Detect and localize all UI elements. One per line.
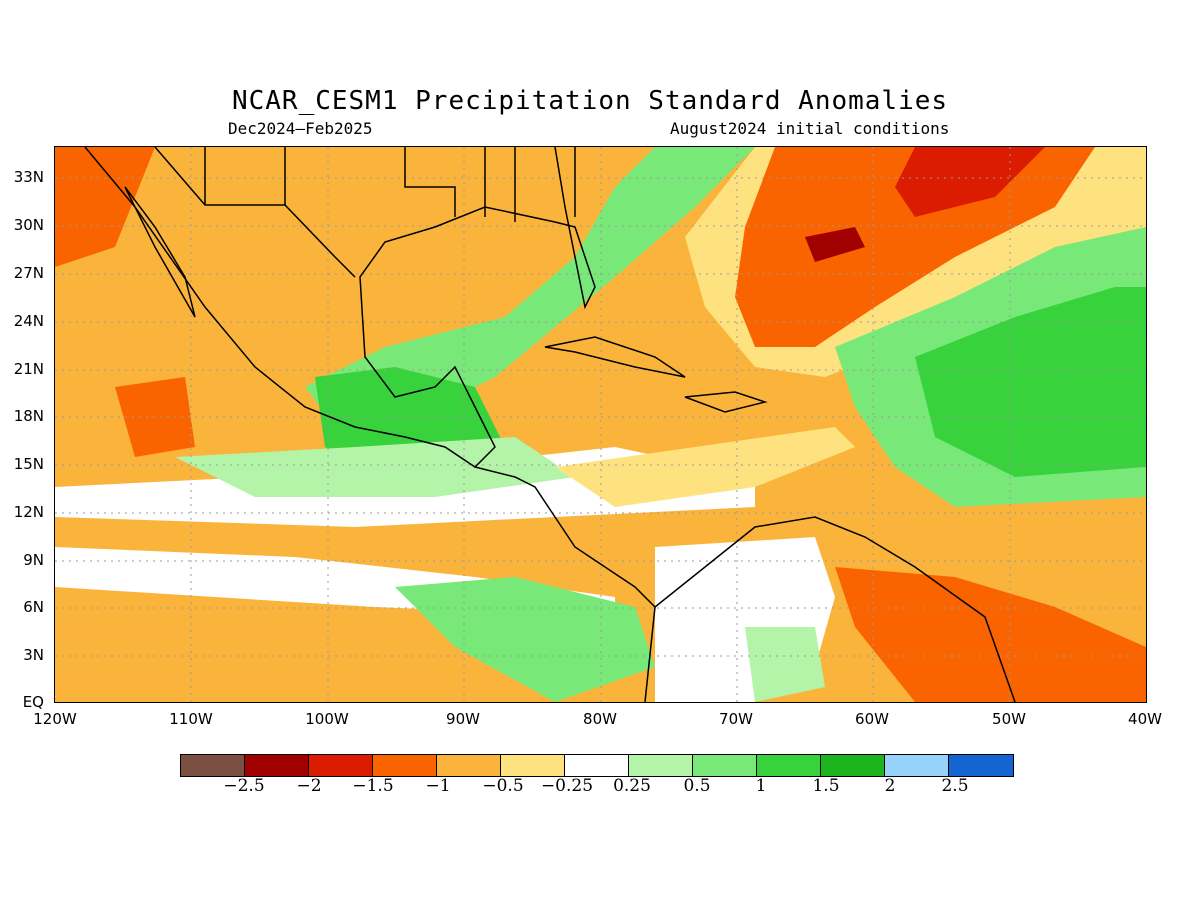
colorbar-label: −1 (425, 776, 451, 796)
colorbar-swatch (885, 755, 949, 776)
colorbar-label: −2 (296, 776, 322, 796)
lat-label: 33N (13, 168, 44, 186)
lat-label: 21N (13, 360, 44, 378)
lat-label: 30N (13, 216, 44, 234)
colorbar-label: 0.5 (683, 776, 711, 796)
colorbar-swatch (629, 755, 693, 776)
lat-label: 9N (23, 551, 44, 569)
colorbar-label: −0.25 (540, 776, 594, 796)
colorbar-swatch (309, 755, 373, 776)
atlantic-dry-peak-2 (805, 227, 865, 262)
colorbar-swatch (437, 755, 501, 776)
lat-label: EQ (22, 693, 44, 711)
graticule (55, 147, 1146, 702)
caribbean-wet-band (305, 147, 755, 427)
cuba-outline (544, 336, 686, 378)
colorbar-label: −2.5 (223, 776, 265, 796)
colorbar-swatch (245, 755, 309, 776)
lon-label: 120W (33, 710, 77, 728)
amazon-wet (745, 627, 825, 702)
colorbar-label: 2 (884, 776, 896, 796)
hispaniola-outline (684, 391, 768, 413)
coastlines (84, 147, 1016, 702)
colorbar-swatch (181, 755, 245, 776)
map-panel (54, 146, 1147, 703)
colorbar-label: 2.5 (941, 776, 969, 796)
lat-label: 6N (23, 598, 44, 616)
lon-label: 100W (305, 710, 349, 728)
colorbar-swatch (501, 755, 565, 776)
map-title: NCAR_CESM1 Precipitation Standard Anomal… (231, 86, 949, 116)
colorbar-label: 1.5 (812, 776, 840, 796)
east-atlantic-wet-core (915, 287, 1146, 477)
lat-label: 15N (13, 455, 44, 473)
colorbar-swatch (949, 755, 1013, 776)
mexico-dry-core-2 (55, 147, 155, 267)
mexico-coast (84, 147, 596, 468)
lat-label: 24N (13, 312, 44, 330)
colorbar (180, 754, 1014, 777)
lon-label: 60W (855, 710, 889, 728)
colorbar-swatch (821, 755, 885, 776)
colorbar-swatch (373, 755, 437, 776)
lat-label: 27N (13, 264, 44, 282)
lon-label: 50W (992, 710, 1026, 728)
colorbar-swatch (565, 755, 629, 776)
colorbar-label: −1.5 (352, 776, 394, 796)
colorbar-label: 1 (755, 776, 767, 796)
us-states (204, 147, 576, 222)
lon-label: 80W (583, 710, 617, 728)
pacific-wet-band (175, 437, 575, 497)
colorbar-label: 0.25 (613, 776, 651, 796)
colorbar-swatch (757, 755, 821, 776)
caribbean-dry-patch (555, 427, 855, 507)
lon-label: 70W (719, 710, 753, 728)
lon-label: 110W (169, 710, 213, 728)
atlantic-dry-core (735, 147, 1095, 347)
initial-conditions: August2024 initial conditions (670, 119, 950, 138)
lon-label: 90W (446, 710, 480, 728)
atlantic-dry-peak (895, 147, 1045, 217)
central-america-coast (474, 466, 656, 702)
colorbar-swatch (693, 755, 757, 776)
lat-label: 18N (13, 407, 44, 425)
baja-outline (124, 186, 196, 318)
equatorial-wet (395, 577, 655, 702)
anomaly-map (55, 147, 1146, 702)
lat-label: 3N (23, 646, 44, 664)
south-america-coast (654, 516, 1016, 702)
lat-label: 12N (13, 503, 44, 521)
forecast-period: Dec2024–Feb2025 (228, 119, 373, 138)
colorbar-label: −0.5 (482, 776, 524, 796)
lon-label: 40W (1128, 710, 1162, 728)
